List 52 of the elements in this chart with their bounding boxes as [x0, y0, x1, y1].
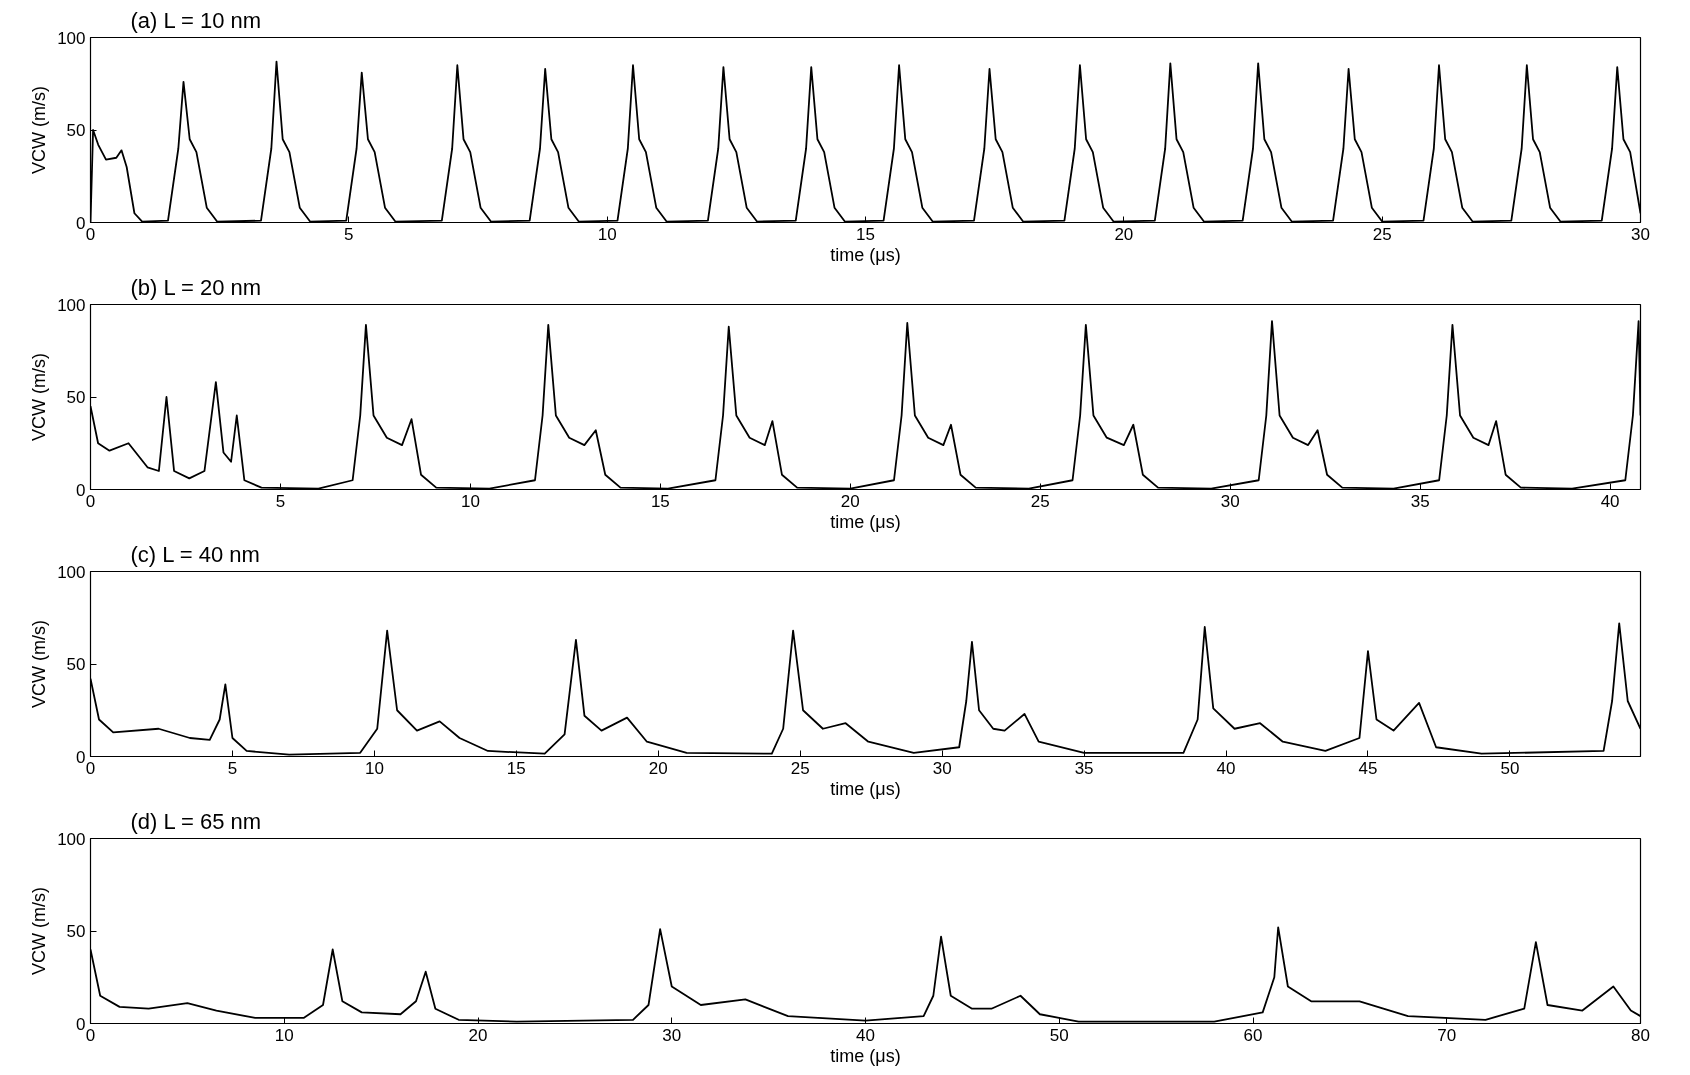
- x-tick-label: 50: [1049, 1025, 1069, 1045]
- x-tick-label: 20: [840, 491, 860, 511]
- x-tick-label: 40: [1600, 491, 1620, 511]
- x-tick-label: 35: [1074, 758, 1094, 778]
- x-tick-label: 15: [506, 758, 526, 778]
- x-tick-label: 10: [274, 1025, 294, 1045]
- chart-title: (d) L = 65 nm: [130, 808, 262, 834]
- x-tick-label: 35: [1410, 491, 1430, 511]
- x-tick-label: 70: [1437, 1025, 1457, 1045]
- x-tick-label: 45: [1358, 758, 1378, 778]
- x-axis-title: time (μs): [830, 778, 901, 799]
- x-tick-label: 20: [1114, 224, 1134, 244]
- y-axis-title: VCW (m/s): [29, 353, 50, 441]
- x-axis-title: time (μs): [830, 244, 901, 265]
- y-tick-label: 50: [66, 655, 86, 674]
- y-tick-label: 50: [66, 388, 86, 407]
- x-tick-label: 25: [1372, 224, 1392, 244]
- x-tick-label: 10: [364, 758, 384, 778]
- x-tick-label: 30: [1220, 491, 1240, 511]
- x-tick-label: 20: [648, 758, 668, 778]
- y-tick-label: 100: [57, 562, 86, 582]
- x-tick-label: 60: [1243, 1025, 1263, 1045]
- x-tick-label: 20: [468, 1025, 488, 1045]
- y-axis-title: VCW (m/s): [29, 620, 50, 708]
- x-tick-label: 80: [1631, 1025, 1650, 1045]
- x-tick-label: 25: [790, 758, 810, 778]
- y-axis-title: VCW (m/s): [29, 887, 50, 975]
- y-tick-label: 50: [66, 922, 86, 941]
- y-axis-title: VCW (m/s): [29, 86, 50, 174]
- chart-title: (c) L = 40 nm: [130, 541, 260, 567]
- chart-title: (b) L = 20 nm: [130, 274, 262, 300]
- x-tick-label: 5: [227, 758, 238, 778]
- x-axis-title: time (μs): [830, 511, 901, 532]
- x-axis-title: time (μs): [830, 1045, 901, 1066]
- x-tick-label: 5: [344, 224, 354, 244]
- x-tick-label: 40: [1216, 758, 1236, 778]
- x-tick-label: 10: [460, 491, 480, 511]
- x-tick-label: 30: [932, 758, 952, 778]
- chart-title: (a) L = 10 nm: [130, 7, 262, 33]
- x-tick-label: 40: [856, 1025, 875, 1045]
- x-tick-label: 50: [1500, 758, 1520, 778]
- x-tick-label: 30: [1631, 224, 1650, 244]
- x-tick-label: 10: [597, 224, 617, 244]
- y-tick-label: 100: [57, 28, 86, 48]
- y-tick-label: 100: [57, 295, 86, 315]
- x-tick-label: 15: [650, 491, 670, 511]
- x-tick-label: 30: [662, 1025, 682, 1045]
- x-tick-label: 15: [856, 224, 875, 244]
- x-tick-label: 25: [1030, 491, 1050, 511]
- y-tick-label: 100: [57, 829, 86, 849]
- y-tick-label: 50: [66, 121, 86, 140]
- x-tick-label: 5: [275, 491, 286, 511]
